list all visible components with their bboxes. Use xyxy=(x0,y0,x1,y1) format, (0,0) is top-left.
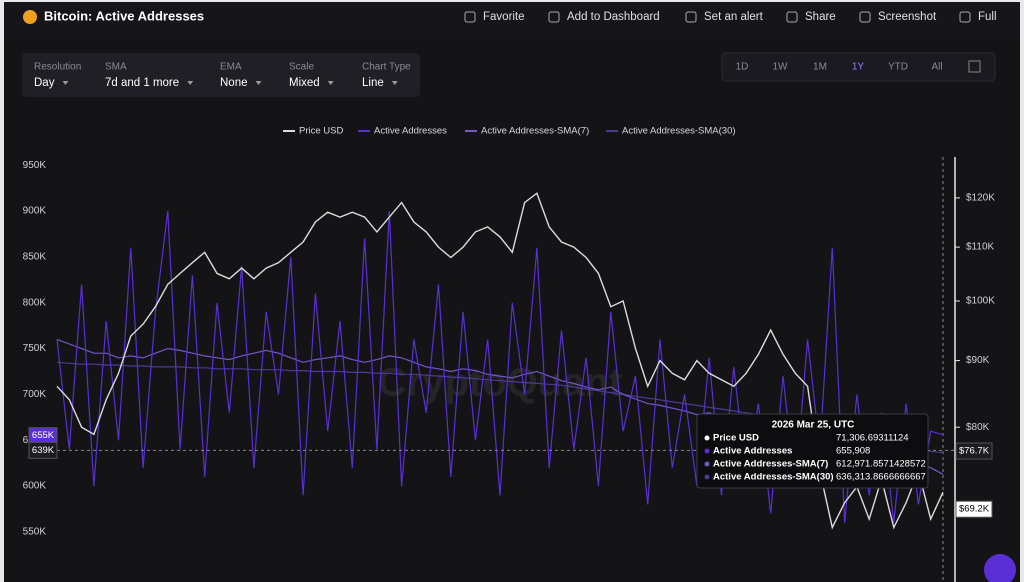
dropdown-caret[interactable] xyxy=(327,81,334,85)
legend-label[interactable]: Active Addresses-SMA(7) xyxy=(481,126,589,137)
dropdown-caret[interactable] xyxy=(62,81,69,85)
page-title: Bitcoin: Active Addresses xyxy=(44,8,204,23)
dropdown-caret[interactable] xyxy=(187,81,194,85)
range-button[interactable]: 1D xyxy=(736,62,749,73)
tooltip-value: 655,908 xyxy=(836,446,870,457)
control-label: Resolution xyxy=(34,62,81,73)
axis-marker xyxy=(955,500,993,518)
dropdown-caret[interactable] xyxy=(255,81,262,85)
tooltip-bullet xyxy=(704,474,710,480)
action-icon[interactable] xyxy=(786,11,798,23)
y-tick-label: 750K xyxy=(23,343,47,354)
control-value[interactable]: None xyxy=(220,77,248,89)
action-button[interactable]: Share xyxy=(805,11,836,23)
action-button[interactable]: Screenshot xyxy=(878,11,937,23)
tooltip-name: Active Addresses xyxy=(713,446,792,457)
y-tick-label: 800K xyxy=(23,297,47,308)
range-button[interactable]: All xyxy=(931,62,942,73)
control-label: Chart Type xyxy=(362,62,411,73)
help-button[interactable] xyxy=(984,554,1016,582)
action-button[interactable]: Favorite xyxy=(483,11,525,23)
range-button[interactable]: 1M xyxy=(813,62,827,73)
axis-marker xyxy=(28,441,58,459)
watermark: CryptoQuant xyxy=(378,361,622,405)
control-value[interactable]: 7d and 1 more xyxy=(105,77,179,89)
action-button[interactable]: Add to Dashboard xyxy=(567,11,660,23)
control-value[interactable]: Mixed xyxy=(289,77,320,89)
y2-tick-label: $80K xyxy=(966,422,990,433)
series-line xyxy=(56,192,944,530)
y2-tick-label: $120K xyxy=(966,193,995,204)
axis-marker-label: 655K xyxy=(32,430,55,441)
tooltip-bullet xyxy=(704,448,710,454)
tooltip-title: 2026 Mar 25, UTC xyxy=(772,420,855,431)
tooltip-value: 612,971.8571428572 xyxy=(836,459,926,470)
tooltip-name: Active Addresses-SMA(30) xyxy=(713,472,834,483)
calendar-icon[interactable] xyxy=(968,60,981,73)
y2-tick-label: $100K xyxy=(966,296,995,307)
axis-marker xyxy=(955,442,993,460)
action-icon[interactable] xyxy=(859,11,871,23)
tooltip-name: Active Addresses-SMA(7) xyxy=(713,459,828,470)
tooltip-bullet xyxy=(704,461,710,467)
y-tick-label: 850K xyxy=(23,252,47,263)
y2-tick-label: $110K xyxy=(966,242,995,253)
range-button[interactable]: 1W xyxy=(773,62,789,73)
dropdown-caret[interactable] xyxy=(391,81,398,85)
action-icon[interactable] xyxy=(685,11,697,23)
legend-label[interactable]: Active Addresses xyxy=(374,126,447,137)
legend-label[interactable]: Active Addresses-SMA(30) xyxy=(622,126,736,137)
y-tick-label: 900K xyxy=(23,206,47,217)
tooltip-bullet xyxy=(704,435,710,441)
range-button[interactable]: 1Y xyxy=(852,62,865,73)
action-icon[interactable] xyxy=(464,11,476,23)
range-button[interactable]: YTD xyxy=(888,62,908,73)
y-tick-label: 600K xyxy=(23,481,47,492)
tooltip-value: 71,306.69311124 xyxy=(836,433,909,444)
axis-marker-label: $69.2K xyxy=(959,504,990,515)
action-button[interactable]: Set an alert xyxy=(704,11,764,23)
tooltip-value: 636,313.8666666667 xyxy=(836,472,926,483)
control-label: Scale xyxy=(289,62,314,73)
action-icon[interactable] xyxy=(548,11,560,23)
control-value[interactable]: Line xyxy=(362,77,384,89)
control-label: SMA xyxy=(105,62,127,73)
tooltip xyxy=(696,413,929,489)
control-label: EMA xyxy=(220,62,242,73)
legend-label[interactable]: Price USD xyxy=(299,126,343,137)
controls-panel xyxy=(22,53,420,97)
axis-marker-label: 639K xyxy=(32,445,55,456)
y2-tick-label: $90K xyxy=(966,355,990,366)
tooltip-name: Price USD xyxy=(713,433,759,444)
bitcoin-icon xyxy=(23,10,37,24)
range-panel xyxy=(721,52,996,82)
y-tick-label: 950K xyxy=(23,160,47,171)
action-button[interactable]: Full xyxy=(978,11,997,23)
y-tick-label: 550K xyxy=(23,527,47,538)
y-tick-label: 700K xyxy=(23,389,47,400)
action-icon[interactable] xyxy=(959,11,971,23)
control-value[interactable]: Day xyxy=(34,77,55,89)
axis-marker-label: $76.7K xyxy=(959,446,990,457)
